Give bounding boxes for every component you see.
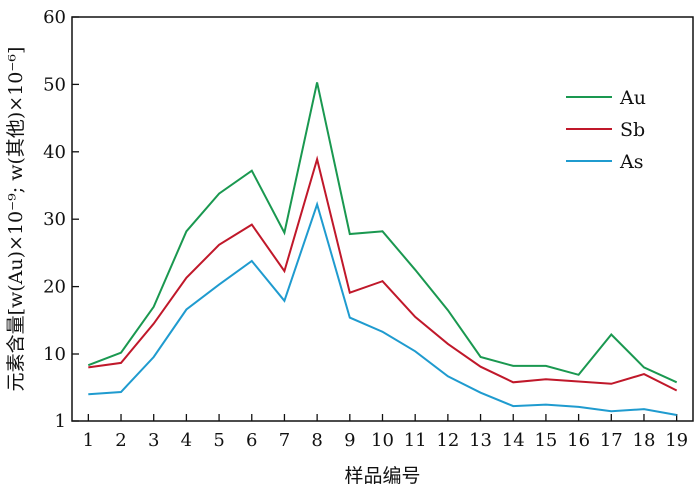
y-tick-label: 40 [43,142,66,163]
y-axis-title: 元素含量[w(Au)×10⁻⁹; w(其他)×10⁻⁶] [5,47,27,392]
x-tick-label: 1 [83,430,94,451]
x-axis: 1 2 3 4 5 6 7 8 9 10 11 12 13 14 15 16 17 18 19 [83,414,688,451]
legend-label-sb: Sb [620,119,645,141]
x-tick-label: 12 [436,430,459,451]
series-line-as [88,201,677,416]
y-axis: 1 10 20 30 40 50 60 [43,7,79,432]
legend: Au Sb As [566,87,646,173]
series-line-sb [88,155,678,392]
y-tick-label: 20 [43,277,66,298]
x-tick-label: 9 [344,430,355,451]
series-lines [87,82,678,416]
series-line-au [87,82,678,384]
x-tick-label: 16 [567,430,590,451]
x-tick-label: 8 [311,430,322,451]
y-tick-label: 50 [43,74,66,95]
x-axis-title: 样品编号 [344,465,420,487]
x-tick-label: 6 [246,430,257,451]
x-tick-label: 3 [148,430,159,451]
x-tick-label: 18 [633,430,656,451]
x-tick-label: 14 [502,430,525,451]
x-tick-label: 5 [213,430,224,451]
x-tick-label: 19 [665,430,688,451]
x-tick-label: 7 [279,430,290,451]
x-tick-label: 15 [534,430,557,451]
y-tick-label: 30 [43,209,66,230]
y-tick-label: 1 [55,411,66,432]
plot-frame [71,16,694,422]
y-tick-label: 60 [43,7,66,28]
x-tick-label: 17 [600,430,623,451]
y-tick-label: 10 [43,344,66,365]
x-tick-label: 4 [181,430,192,451]
x-tick-label: 11 [404,430,427,451]
x-tick-label: 13 [469,430,492,451]
legend-label-au: Au [619,87,646,109]
x-tick-label: 10 [371,430,394,451]
x-tick-label: 2 [115,430,126,451]
legend-label-as: As [619,151,643,173]
